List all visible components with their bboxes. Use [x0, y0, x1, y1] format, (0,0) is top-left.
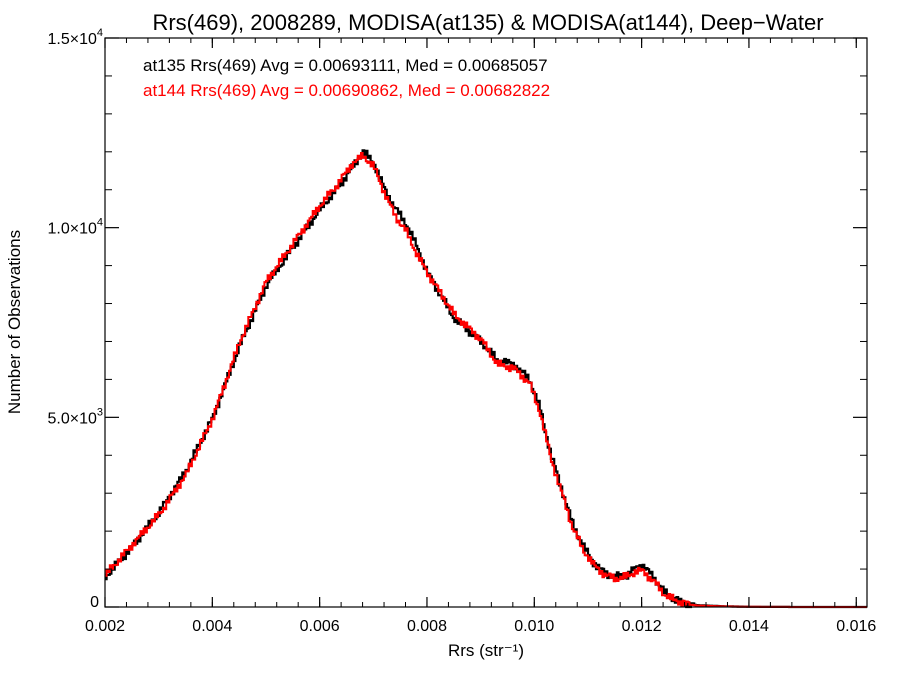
- y-axis-label: Number of Observations: [5, 230, 24, 414]
- series-at144-line: [105, 152, 867, 608]
- annotation-at135: at135 Rrs(469) Avg = 0.00693111, Med = 0…: [143, 56, 548, 75]
- x-tick-label: 0.012: [622, 618, 662, 635]
- y-tick-label: 1.0×104: [47, 217, 103, 238]
- x-axis-label: Rrs (str⁻¹): [448, 641, 524, 660]
- chart-title: Rrs(469), 2008289, MODISA(at135) & MODIS…: [152, 10, 823, 35]
- y-axis: 0 5.0×103 1.0×104 1.5×104: [47, 27, 867, 611]
- x-tick-label: 0.006: [300, 618, 340, 635]
- y-tick-label: 1.5×104: [47, 27, 103, 48]
- x-tick-label: 0.002: [85, 618, 125, 635]
- x-tick-label: 0.016: [836, 618, 876, 635]
- x-axis: 0.002 0.004 0.006 0.008 0.010 0.012 0.014 0.016: [85, 38, 876, 635]
- annotation-at144: at144 Rrs(469) Avg = 0.00690862, Med = 0…: [143, 81, 550, 100]
- y-tick-label: 5.0×103: [47, 406, 103, 427]
- annotation-group: at135 Rrs(469) Avg = 0.00693111, Med = 0…: [143, 56, 550, 100]
- x-tick-label: 0.004: [192, 618, 232, 635]
- series-group: [105, 149, 867, 609]
- x-tick-label: 0.014: [729, 618, 769, 635]
- x-tick-label: 0.010: [514, 618, 554, 635]
- plot-frame: [104, 37, 868, 608]
- y-tick-label: 0: [90, 594, 99, 611]
- x-tick-label: 0.008: [407, 618, 447, 635]
- series-at135-line: [105, 149, 867, 609]
